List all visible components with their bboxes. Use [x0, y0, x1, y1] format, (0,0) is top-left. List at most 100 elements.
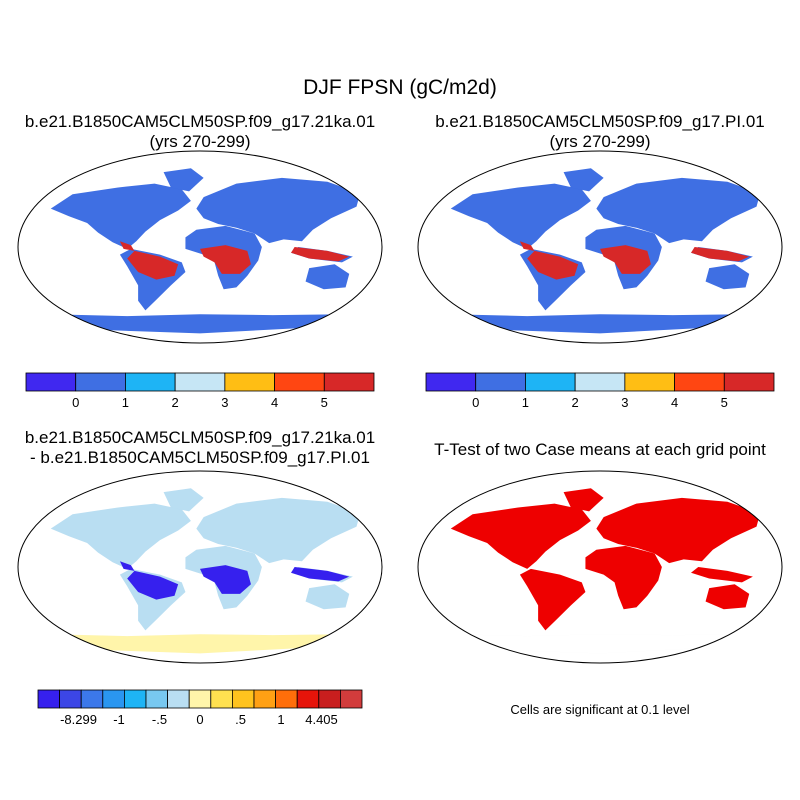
panel-title-ttest: T-Test of two Case means at each grid po…	[400, 440, 800, 460]
map-frame	[417, 470, 783, 664]
colorbar-box	[80, 689, 104, 709]
colorbar-box	[174, 372, 226, 392]
panel-title-line1: b.e21.B1850CAM5CLM50SP.f09_g17.21ka.01	[24, 428, 376, 447]
colorbar-box	[253, 689, 277, 709]
colorbar-box	[75, 372, 126, 392]
tropics-sea	[291, 567, 350, 582]
colorbar-tick-label: 5	[320, 395, 328, 410]
tropics-af	[200, 565, 251, 594]
panel-title-line2: - b.e21.B1850CAM5CLM50SP.f09_g17.PI.01	[30, 448, 370, 467]
colorbar-tick-label: 1	[521, 395, 530, 410]
colorbar-box	[275, 689, 298, 709]
land-antarctica	[451, 634, 746, 653]
colorbar-box	[274, 372, 325, 392]
map-ttest	[417, 470, 783, 664]
panel-title-line1: b.e21.B1850CAM5CLM50SP.f09_g17.21ka.01	[24, 112, 376, 131]
colorbar-box	[296, 689, 320, 709]
land-eurasia	[196, 498, 360, 563]
colorbar-tick-label: -8.299	[60, 712, 97, 727]
colorbar-tick-label: 4	[270, 395, 279, 410]
colorbar-tick-label: 3	[221, 395, 229, 410]
figure-title: DJF FPSN (gC/m2d)	[303, 76, 497, 99]
land-na	[51, 504, 191, 569]
panel-title-line1: T-Test of two Case means at each grid po…	[434, 440, 766, 459]
colorbar-box	[674, 372, 725, 392]
land-na	[451, 184, 591, 249]
colorbar-tick-label: 4	[670, 395, 679, 410]
colorbar-tick-label: 0	[472, 395, 480, 410]
colorbar-box	[723, 372, 775, 392]
tropics-sa	[527, 250, 579, 280]
land-na	[451, 504, 591, 569]
land-australia	[706, 264, 750, 289]
colorbar-tick-label: 3	[621, 395, 629, 410]
colorbar-tick-label: 1	[277, 712, 285, 727]
land-greenland	[164, 168, 204, 191]
colorbar-tick-label: 2	[571, 395, 579, 410]
colorbar-box	[475, 372, 526, 392]
colorbar-tick-label: -1	[113, 712, 125, 727]
panel-title-diff: b.e21.B1850CAM5CLM50SP.f09_g17.21ka.01 -…	[0, 428, 400, 468]
panel-title-line2: (yrs 270-299)	[549, 132, 651, 151]
colorbar-box	[125, 372, 176, 392]
tropics-ca	[119, 561, 135, 571]
land-antarctica	[51, 634, 346, 653]
colorbar-tick-label: 1	[121, 395, 130, 410]
colorbar-box	[25, 372, 77, 392]
map-case-a	[17, 150, 383, 344]
colorbar-box	[102, 689, 125, 709]
land-greenland	[564, 488, 604, 511]
land-australia	[306, 584, 350, 609]
land-antarctica	[51, 314, 346, 333]
tropics-ca	[519, 241, 535, 251]
land-eurasia	[596, 498, 760, 563]
colorbar-tick-label: 4.405	[305, 712, 338, 727]
panel-title-line2: (yrs 270-299)	[149, 132, 251, 151]
land-eurasia	[596, 178, 760, 243]
significance-note: Cells are significant at 0.1 level	[510, 702, 690, 717]
land-australia	[706, 584, 750, 609]
colorbar-tick-label: 0	[72, 395, 80, 410]
tropics-af	[600, 245, 651, 274]
colorbar-case-a	[25, 372, 375, 392]
colorbar-tick-label: .5	[235, 712, 246, 727]
panel-title-line1: b.e21.B1850CAM5CLM50SP.f09_g17.PI.01	[435, 112, 765, 131]
colorbar-case-b	[425, 372, 775, 392]
tropics-af	[200, 245, 251, 274]
colorbar-diff	[37, 689, 363, 709]
colorbar-box	[525, 372, 576, 392]
colorbar-box	[37, 689, 61, 709]
land-na	[51, 184, 191, 249]
colorbar-tick-label: -.5	[151, 712, 168, 727]
tropics-sea	[291, 247, 350, 262]
land-australia	[306, 264, 350, 289]
colorbar-box	[231, 689, 255, 709]
colorbar-tick-label: 5	[720, 395, 728, 410]
colorbar-box	[574, 372, 626, 392]
colorbar-box	[318, 689, 341, 709]
colorbar-box	[167, 689, 190, 709]
colorbar-box	[59, 689, 82, 709]
colorbar-box	[425, 372, 477, 392]
map-frame	[417, 150, 783, 344]
colorbar-tick-label: 0	[196, 712, 204, 727]
land-greenland	[564, 168, 604, 191]
tropics-sea	[691, 247, 750, 262]
colorbar-box	[224, 372, 275, 392]
map-diff	[17, 470, 383, 664]
land-eurasia	[196, 178, 360, 243]
tropics-sa	[127, 570, 179, 600]
land-seasia	[691, 567, 753, 582]
land-africa	[585, 546, 661, 609]
panel-title-case-b: b.e21.B1850CAM5CLM50SP.f09_g17.PI.01 (yr…	[400, 112, 800, 152]
colorbar-box	[188, 689, 212, 709]
colorbar-box	[339, 689, 363, 709]
colorbar-tick-label: 2	[171, 395, 179, 410]
map-frame	[17, 150, 383, 344]
map-case-b	[417, 150, 783, 344]
colorbar-box	[124, 689, 147, 709]
colorbar-box	[323, 372, 375, 392]
colorbar-box	[210, 689, 233, 709]
panel-title-case-a: b.e21.B1850CAM5CLM50SP.f09_g17.21ka.01 (…	[0, 112, 400, 152]
